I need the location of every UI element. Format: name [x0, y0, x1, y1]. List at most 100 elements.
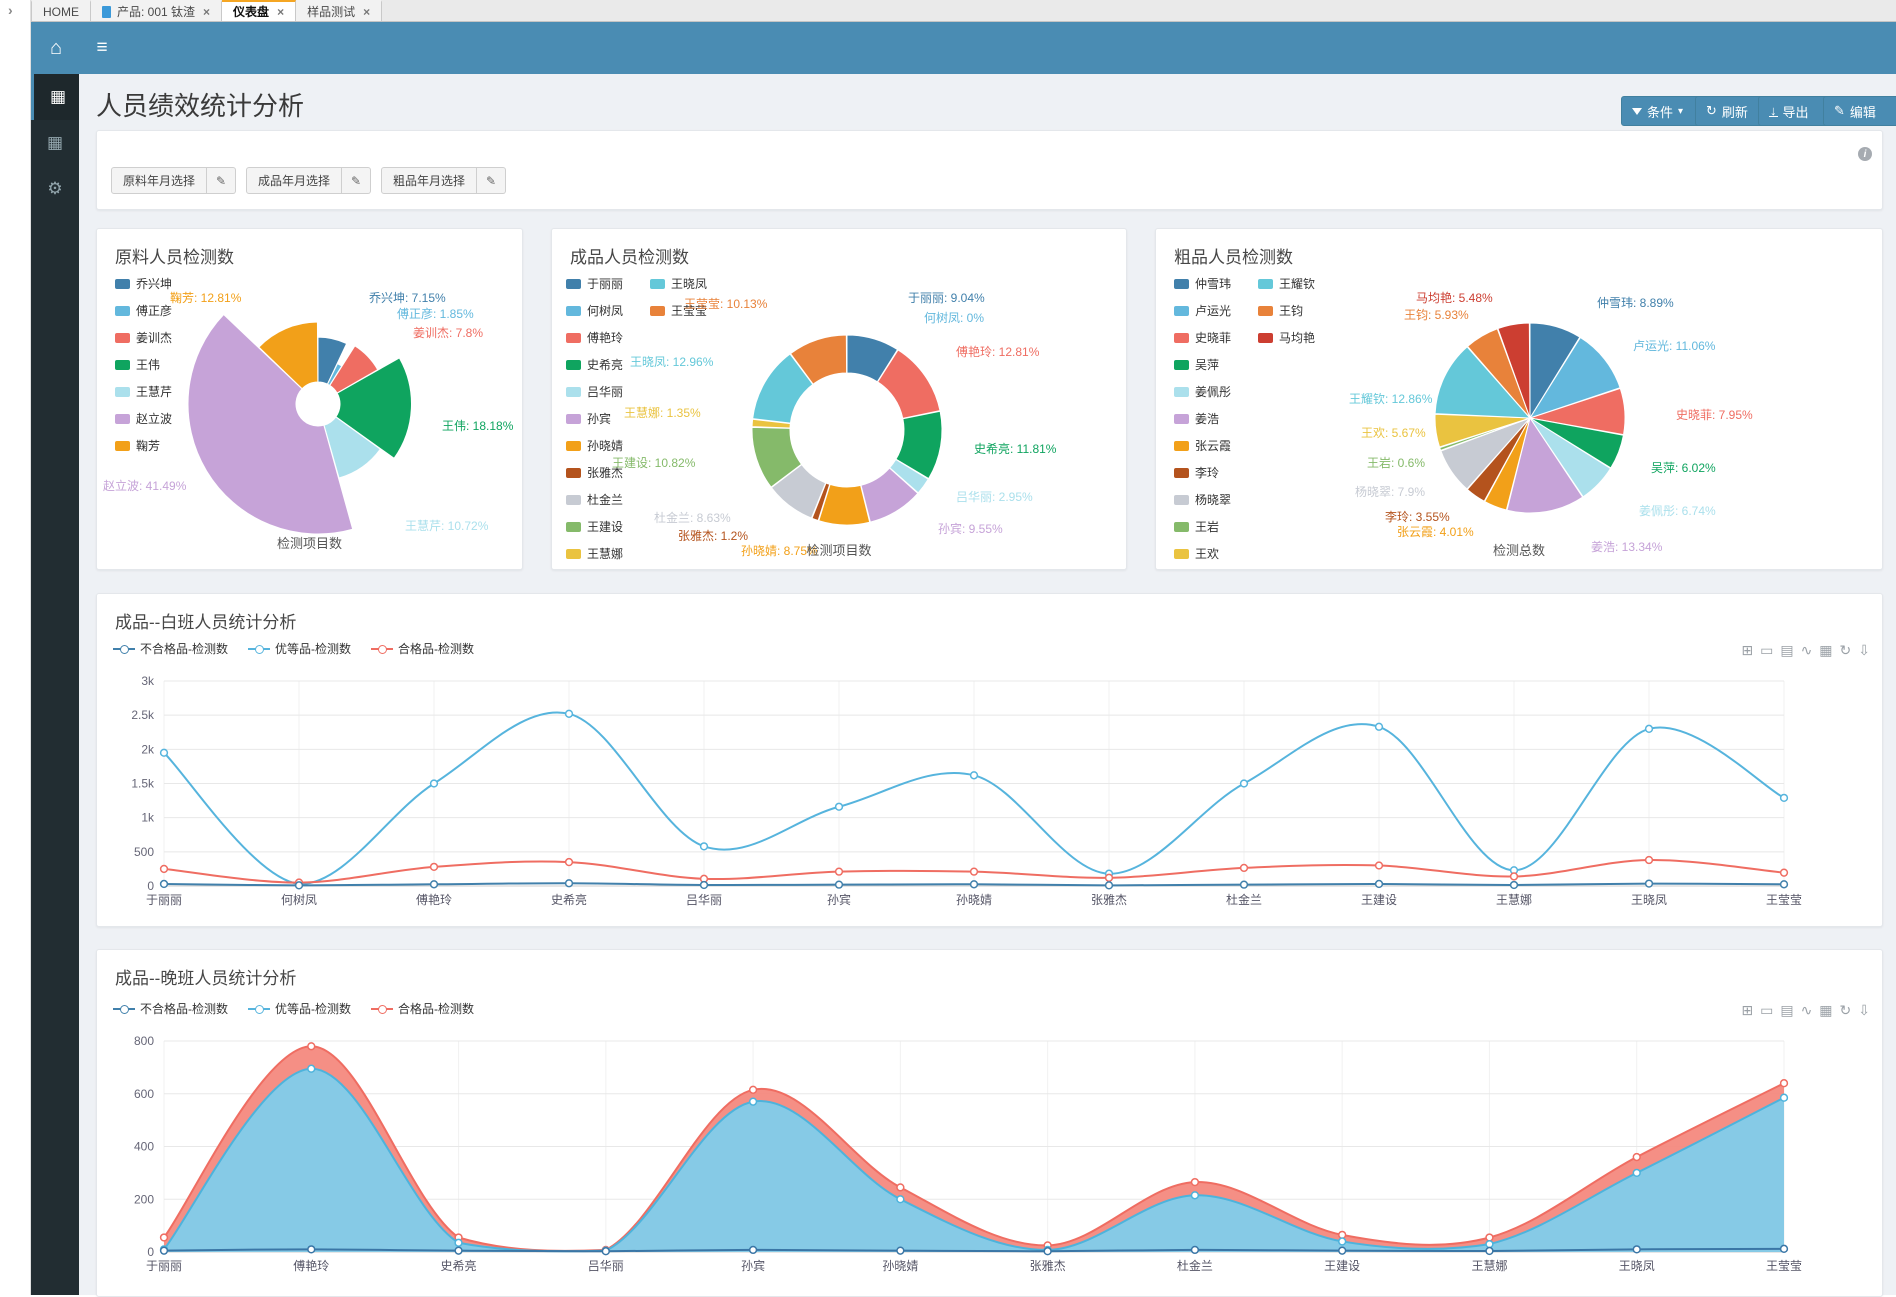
pie-slice-吴萍[interactable] [1529, 417, 1625, 469]
sidebar-item-settings-gear[interactable]: ⚙ [31, 166, 79, 212]
close-icon[interactable]: × [363, 4, 371, 19]
legend-item-卢运光[interactable]: 卢运光 [1174, 302, 1231, 319]
pie-slice-孙晓婧[interactable] [818, 483, 871, 526]
legend-item-孙晓婧[interactable]: 孙晓婧 [566, 437, 623, 454]
pie-slice-鞠芳[interactable] [258, 321, 319, 390]
pie-slice-李玲[interactable] [1466, 417, 1531, 502]
restore-icon[interactable]: ↻ [1839, 642, 1852, 658]
legend-item-于丽丽[interactable]: 于丽丽 [566, 275, 623, 292]
legend-item-不合格品-检测数[interactable]: 不合格品-检测数 [113, 640, 228, 657]
line-toggle-icon[interactable]: ∿ [1800, 642, 1813, 658]
legend-item-王钧[interactable]: 王钧 [1258, 302, 1315, 319]
filter-select-2[interactable]: 成品年月选择 ✎ [246, 167, 372, 194]
edit-button[interactable]: ✎ 编辑 [1823, 96, 1896, 126]
pie-slice-孙宾[interactable] [860, 467, 919, 523]
info-icon[interactable]: i [1858, 147, 1872, 161]
legend-item-乔兴坤[interactable]: 乔兴坤 [115, 275, 172, 292]
pie-slice-于丽丽[interactable] [846, 334, 899, 383]
bar-toggle-icon[interactable]: ▦ [1819, 642, 1833, 658]
pie-slice-王耀钦[interactable] [1434, 346, 1532, 419]
legend-item-仲雪玮[interactable]: 仲雪玮 [1174, 275, 1231, 292]
pie-slice-赵立波[interactable] [187, 313, 354, 535]
legend-item-张雅杰[interactable]: 张雅杰 [566, 464, 623, 481]
sidebar-item-dashboard-grid[interactable]: ▦ [31, 74, 82, 120]
pie-slice-王欢[interactable] [1434, 413, 1531, 448]
data-view-icon[interactable]: ▤ [1780, 1002, 1794, 1018]
edit-icon[interactable]: ✎ [342, 167, 372, 194]
line-toggle-icon[interactable]: ∿ [1800, 1002, 1813, 1018]
legend-item-不合格品-检测数[interactable]: 不合格品-检测数 [113, 1000, 228, 1017]
legend-item-合格品-检测数[interactable]: 合格品-检测数 [371, 640, 474, 657]
pie-slice-傅艳玲[interactable] [876, 349, 941, 419]
legend-item-王欢[interactable]: 王欢 [1174, 545, 1231, 562]
filter-label[interactable]: 原料年月选择 [111, 167, 208, 194]
pie-slice-卢运光[interactable] [1528, 336, 1621, 419]
legend-item-杨晓翠[interactable]: 杨晓翠 [1174, 491, 1231, 508]
pie-slice-王建设[interactable] [751, 426, 803, 488]
pie-slice-王慧芹[interactable] [323, 416, 381, 479]
filter-label[interactable]: 粗品年月选择 [381, 167, 478, 194]
legend-item-姜佩彤[interactable]: 姜佩彤 [1174, 383, 1231, 400]
legend-item-孙宾[interactable]: 孙宾 [566, 410, 623, 427]
tab-3[interactable]: 仪表盘 × [222, 0, 297, 21]
legend-item-傅正彦[interactable]: 傅正彦 [115, 302, 172, 319]
pie-slice-王晓凤[interactable] [752, 353, 814, 424]
legend-item-王晓凤[interactable]: 王晓凤 [650, 275, 707, 292]
tab-4[interactable]: 样品测试 × [296, 0, 383, 21]
pie-slice-王岩[interactable] [1439, 417, 1531, 452]
pie-slice-杨晓翠[interactable] [1440, 417, 1531, 490]
restore-icon[interactable]: ↻ [1839, 1002, 1852, 1018]
filter-select-3[interactable]: 粗品年月选择 ✎ [381, 167, 507, 194]
legend-item-王伟[interactable]: 王伟 [115, 356, 172, 373]
legend-item-吕华丽[interactable]: 吕华丽 [566, 383, 623, 400]
pie-slice-史晓菲[interactable] [1529, 387, 1626, 436]
legend-item-傅艳玲[interactable]: 傅艳玲 [566, 329, 623, 346]
legend-item-史晓菲[interactable]: 史晓菲 [1174, 329, 1231, 346]
legend-item-鞠芳[interactable]: 鞠芳 [115, 437, 172, 454]
close-icon[interactable]: × [203, 4, 211, 19]
pie-slice-姜浩[interactable] [1506, 416, 1584, 514]
pie-slice-姜佩彤[interactable] [1529, 417, 1612, 498]
legend-item-何树凤[interactable]: 何树凤 [566, 302, 623, 319]
close-icon[interactable]: × [277, 4, 285, 19]
pie-slice-王莹莹[interactable] [789, 334, 848, 385]
pie-slice-马均艳[interactable] [1497, 322, 1531, 419]
legend-item-张云霞[interactable]: 张云霞 [1174, 437, 1231, 454]
tab-2[interactable]: 产品: 001 钛渣 × [91, 0, 223, 21]
legend-item-王慧芹[interactable]: 王慧芹 [115, 383, 172, 400]
legend-item-优等品-检测数[interactable]: 优等品-检测数 [248, 1000, 351, 1017]
legend-item-王岩[interactable]: 王岩 [1174, 518, 1231, 535]
download-icon[interactable]: ⇩ [1858, 642, 1870, 658]
legend-item-赵立波[interactable]: 赵立波 [115, 410, 172, 427]
edit-icon[interactable]: ✎ [207, 167, 237, 194]
legend-item-李玲[interactable]: 李玲 [1174, 464, 1231, 481]
pie-slice-王伟[interactable] [335, 357, 412, 460]
filter-label[interactable]: 成品年月选择 [246, 167, 343, 194]
legend-item-马均艳[interactable]: 马均艳 [1258, 329, 1315, 346]
legend-item-姜训杰[interactable]: 姜训杰 [115, 329, 172, 346]
legend-item-王慧娜[interactable]: 王慧娜 [566, 545, 623, 562]
filter-select-1[interactable]: 原料年月选择 ✎ [111, 167, 237, 194]
bar-toggle-icon[interactable]: ▦ [1819, 1002, 1833, 1018]
home-button[interactable]: ⌂ [39, 34, 73, 62]
data-view-icon[interactable]: ▤ [1780, 642, 1794, 658]
zoom-reset-icon[interactable]: ▭ [1760, 1002, 1774, 1018]
pie-slice-王钧[interactable] [1466, 328, 1531, 419]
zoom-reset-icon[interactable]: ▭ [1760, 642, 1774, 658]
pie-slice-张云霞[interactable] [1484, 417, 1531, 511]
pie-slice-杜金兰[interactable] [770, 463, 827, 519]
edit-icon[interactable]: ✎ [477, 167, 507, 194]
area-zoom-icon[interactable]: ⊞ [1741, 642, 1754, 658]
legend-item-王耀钦[interactable]: 王耀钦 [1258, 275, 1315, 292]
pie-slice-史希亮[interactable] [895, 410, 943, 480]
legend-item-合格品-检测数[interactable]: 合格品-检测数 [371, 1000, 474, 1017]
tab-1[interactable]: HOME [31, 0, 91, 21]
expand-chevron-icon[interactable]: › [8, 2, 13, 18]
legend-item-王莹莹[interactable]: 王莹莹 [650, 302, 707, 319]
legend-item-杜金兰[interactable]: 杜金兰 [566, 491, 623, 508]
pie-slice-仲雪玮[interactable] [1529, 322, 1581, 420]
legend-item-姜浩[interactable]: 姜浩 [1174, 410, 1231, 427]
legend-item-优等品-检测数[interactable]: 优等品-检测数 [248, 640, 351, 657]
sidebar-toggle-button[interactable]: ≡ [87, 34, 117, 62]
legend-item-吴萍[interactable]: 吴萍 [1174, 356, 1231, 373]
